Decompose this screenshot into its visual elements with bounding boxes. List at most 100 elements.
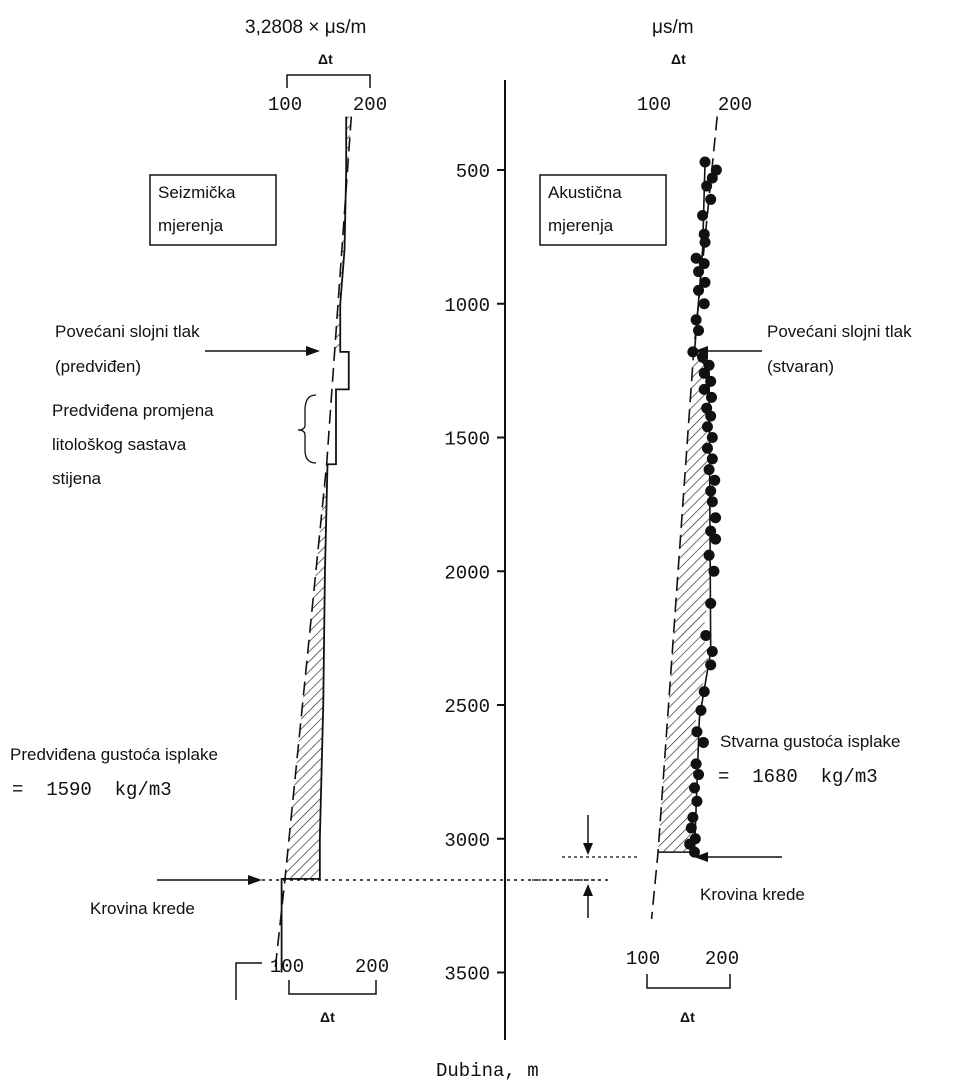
depth-axis: 500 1000 1500 2000 2500 3000 3500 Dubina, m — [436, 80, 539, 1082]
seismic-panel: 3,2808 × μs/m Δt 100 200 Seizmička mjere… — [10, 17, 389, 1025]
acoustic-data-point — [693, 325, 705, 336]
seismic-top-tick-200: 200 — [353, 94, 387, 116]
acoustic-data-point — [706, 646, 718, 657]
acoustic-data-point — [705, 485, 717, 497]
acoustic-pressure-label-2: (stvaran) — [767, 357, 834, 376]
acoustic-data-point — [697, 209, 709, 221]
acoustic-data-point — [693, 284, 705, 296]
acoustic-data-point — [700, 629, 712, 641]
acoustic-data-point — [705, 597, 717, 609]
seismic-box: Seizmička mjerenja — [149, 174, 277, 246]
acoustic-data-point — [698, 258, 710, 270]
depth-tick-label: 3500 — [444, 964, 490, 986]
acoustic-box-line-2: mjerenja — [548, 216, 614, 235]
depth-tick-label: 1500 — [444, 429, 490, 451]
acoustic-data-point — [689, 846, 700, 858]
acoustic-delta-t-bottom: Δt — [680, 1009, 695, 1025]
depth-shift-markers — [532, 815, 640, 918]
depth-tick-label: 3000 — [444, 830, 490, 852]
seismic-plot — [274, 116, 353, 973]
seismic-bottom-tick-200: 200 — [355, 956, 389, 978]
acoustic-box-line-1: Akustična — [548, 183, 622, 202]
seismic-chalk-label: Krovina krede — [90, 899, 195, 918]
lithology-label-2: litološkog sastava — [52, 435, 187, 454]
acoustic-data-point — [706, 172, 718, 184]
seismic-chalk-arrow — [157, 875, 262, 885]
acoustic-data-point — [699, 236, 711, 248]
acoustic-data-point — [689, 782, 700, 794]
acoustic-data-point — [706, 453, 718, 465]
acoustic-data-point — [703, 359, 715, 371]
seismic-bottom-bracket — [288, 980, 377, 995]
seismic-unit-label: 3,2808 × μs/m — [245, 17, 366, 38]
seismic-delta-t-top: Δt — [318, 51, 333, 67]
acoustic-bottom-tick-100: 100 — [626, 948, 660, 970]
acoustic-data-point — [698, 298, 710, 310]
acoustic-data-point — [709, 474, 721, 486]
acoustic-data-point — [701, 180, 713, 192]
seismic-pressure-label-2: (predviđen) — [55, 357, 141, 376]
depth-tick-label: 1000 — [444, 295, 490, 317]
acoustic-data-point — [708, 565, 720, 577]
depth-tick-label: 2000 — [444, 562, 490, 584]
acoustic-data-point — [690, 252, 702, 264]
acoustic-panel: μs/m Δt 100 200 Akustična mjerenja Poveć… — [532, 17, 912, 1025]
acoustic-data-point — [705, 410, 717, 422]
acoustic-data-point — [697, 736, 709, 748]
acoustic-data-point — [706, 391, 718, 403]
acoustic-data-point — [710, 512, 722, 524]
seismic-density-label: Predviđena gustoća isplake — [10, 745, 218, 764]
seismic-top-bracket — [286, 74, 371, 88]
acoustic-data-point — [690, 758, 702, 770]
acoustic-data-point — [690, 314, 702, 326]
acoustic-data-point — [684, 838, 696, 850]
acoustic-data-point — [701, 442, 713, 454]
seismic-density-value: = 1590 kg/m3 — [12, 779, 172, 801]
seismic-pressure-label-1: Povećani slojni tlak — [55, 322, 200, 341]
acoustic-data-point — [703, 464, 715, 476]
lithology-label-3: stijena — [52, 469, 102, 488]
acoustic-delta-t-top: Δt — [671, 51, 686, 67]
acoustic-pressure-arrow — [694, 346, 762, 356]
acoustic-data-point — [687, 811, 699, 823]
acoustic-hatch — [658, 351, 713, 853]
acoustic-data-point — [706, 496, 718, 508]
seismic-bottom-hook — [235, 962, 262, 1000]
acoustic-data-point — [699, 276, 711, 288]
seismic-box-frame — [149, 174, 277, 246]
acoustic-density-value: = 1680 kg/m3 — [718, 766, 878, 788]
acoustic-data-point — [706, 432, 718, 443]
depth-tick-label: 500 — [456, 161, 490, 183]
lithology-label-1: Predviđena promjena — [52, 401, 214, 420]
seismic-box-line-2: mjerenja — [158, 216, 224, 235]
acoustic-chalk-arrow — [694, 852, 782, 862]
seismic-bottom-tick-100: 100 — [270, 956, 304, 978]
acoustic-bottom-tick-200: 200 — [705, 948, 739, 970]
depth-tick-label: 2500 — [444, 696, 490, 718]
acoustic-data-point — [705, 193, 717, 205]
depth-axis-label: Dubina, m — [436, 1060, 539, 1082]
seismic-measured-line — [280, 116, 350, 973]
acoustic-data-point — [705, 659, 717, 671]
depth-ticks: 500 1000 1500 2000 2500 3000 3500 — [444, 161, 505, 986]
acoustic-pressure-label-1: Povećani slojni tlak — [767, 322, 912, 341]
seismic-normal-trend — [274, 116, 353, 973]
seismic-box-line-1: Seizmička — [158, 183, 236, 202]
acoustic-data-point — [705, 525, 717, 537]
acoustic-data-point — [685, 822, 697, 834]
acoustic-data-point — [699, 156, 711, 168]
acoustic-chalk-label: Krovina krede — [700, 885, 805, 904]
acoustic-unit-label: μs/m — [652, 17, 694, 38]
acoustic-bottom-bracket — [646, 974, 731, 989]
acoustic-data-point — [695, 704, 707, 716]
acoustic-data-point — [705, 375, 717, 387]
acoustic-data-point — [693, 769, 705, 781]
acoustic-data-point — [698, 367, 710, 379]
acoustic-plot — [650, 116, 722, 920]
acoustic-top-tick-100: 100 — [637, 94, 671, 116]
acoustic-data-point — [691, 795, 703, 807]
acoustic-density-label: Stvarna gustoća isplake — [720, 732, 901, 751]
acoustic-data-point — [698, 228, 710, 240]
acoustic-data-point — [691, 726, 703, 738]
